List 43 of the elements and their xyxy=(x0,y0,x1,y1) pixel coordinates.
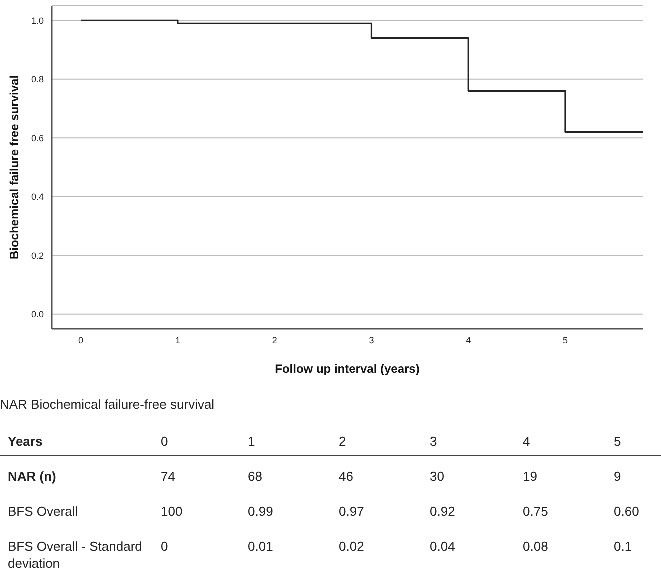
text: 0.75 xyxy=(523,503,550,520)
text: 0.97 xyxy=(339,503,366,520)
text: 68 xyxy=(248,468,264,485)
text: Years xyxy=(8,433,44,450)
y-tick-label: 0.4 xyxy=(31,192,44,202)
x-tick-label: 0 xyxy=(78,335,84,346)
text: 0.60 xyxy=(614,503,640,520)
text: 1 xyxy=(248,433,256,450)
y-tick-label: 0.6 xyxy=(31,133,44,144)
text: 2 xyxy=(339,433,348,450)
x-tick-label: 2 xyxy=(272,335,278,346)
text: 0.1 xyxy=(614,538,634,555)
x-tick-label: 5 xyxy=(562,335,568,346)
text: 0.01 xyxy=(248,538,274,555)
x-tick-label: 4 xyxy=(466,335,472,346)
text: 0.99 xyxy=(248,503,274,520)
y-tick-label: 0.8 xyxy=(31,74,44,85)
text: 3 xyxy=(430,433,438,450)
text: 100 xyxy=(161,503,184,520)
text: 0.02 xyxy=(339,538,366,555)
y-tick-label: 1.0 xyxy=(31,16,44,26)
x-tick-label: 3 xyxy=(369,335,374,346)
text: 30 xyxy=(430,468,446,485)
text: 0 xyxy=(161,538,170,555)
x-axis-title: Follow up interval (years) xyxy=(275,362,420,376)
text: 0.08 xyxy=(523,538,550,555)
text: 0 xyxy=(161,433,170,450)
text: NAR (n) xyxy=(8,468,58,485)
text: 0.92 xyxy=(430,503,456,520)
text: 19 xyxy=(523,468,538,485)
text: BFS Overall - Standard deviation xyxy=(8,538,144,572)
text: 9 xyxy=(614,468,622,485)
text: 4 xyxy=(523,433,532,450)
text: BFS Overall xyxy=(8,503,80,520)
y-tick-label: 0.0 xyxy=(31,310,44,320)
y-axis-title: Biochemical failure free survival xyxy=(7,75,22,260)
text: 74 xyxy=(161,468,176,485)
x-tick-label: 1 xyxy=(175,335,180,346)
text: 5 xyxy=(614,433,622,450)
text: 46 xyxy=(339,468,354,485)
text: 0.04 xyxy=(430,538,456,555)
y-tick-label: 0.2 xyxy=(31,250,44,261)
text: NAR Biochemical failure-free survival xyxy=(0,397,215,412)
